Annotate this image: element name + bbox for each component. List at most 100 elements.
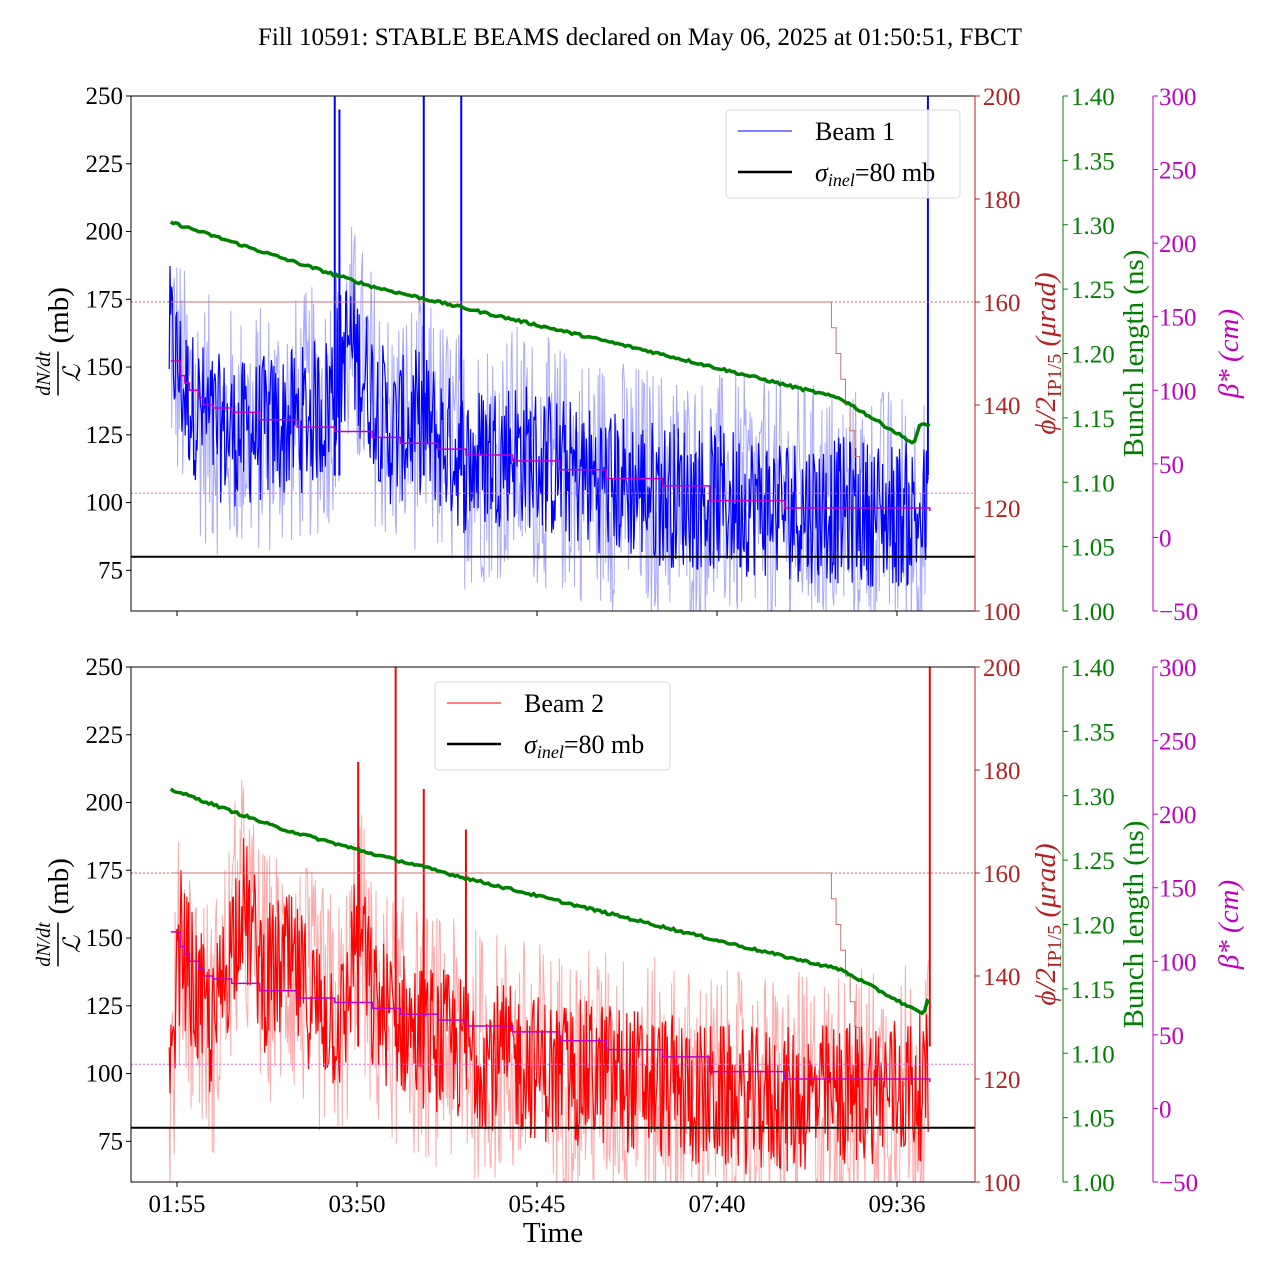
left-tick-label: 250: [86, 83, 124, 110]
left-tick-label: 225: [86, 722, 124, 749]
crossing-tick-label: 140: [983, 393, 1021, 420]
beam2-series: [168, 838, 929, 1175]
beta-tick-label: 50: [1159, 452, 1184, 479]
left-axis-label: dN/dt ℒ (mb): [33, 287, 86, 396]
x-tick-label: 07:40: [689, 1191, 746, 1218]
crossing-tick-label: 180: [983, 187, 1021, 214]
plot-area: [131, 96, 975, 611]
bunch-tick-label: 1.10: [1071, 1041, 1115, 1068]
x-tick-label: 01:55: [149, 1191, 206, 1218]
beta-tick-label: 200: [1159, 802, 1197, 829]
beta-tick-label: 0: [1159, 525, 1172, 552]
left-tick-label: 175: [86, 286, 124, 313]
beta-star-line: [170, 931, 931, 1082]
crossing-tick-label: 160: [983, 861, 1021, 888]
bunch-tick-label: 1.15: [1071, 406, 1115, 433]
left-axis-label-denominator: ℒ: [60, 364, 86, 382]
beta-tick-label: 200: [1159, 231, 1197, 258]
crossing-tick-label: 200: [983, 655, 1021, 682]
panel-beam1: 75 100 125 150 175 200 225 250 dN/dt ℒ (mb) 100 120 1…: [33, 83, 1245, 626]
legend-reference-label: σinel=80 mb: [815, 158, 935, 190]
left-tick-label: 150: [86, 354, 124, 381]
beta-star-line: [170, 360, 931, 511]
crossing-tick-label: 120: [983, 1067, 1021, 1094]
bunch-tick-label: 1.05: [1071, 535, 1115, 562]
beta-tick-label: 0: [1159, 1096, 1172, 1123]
left-tick-label: 75: [98, 557, 123, 584]
left-axis-label-numerator: dN/dt: [33, 922, 55, 967]
beta-tick-label: 100: [1159, 949, 1197, 976]
beta-tick-label: 50: [1159, 1023, 1184, 1050]
bunch-tick-label: 1.05: [1071, 1106, 1115, 1133]
bunch-tick-label: 1.20: [1071, 913, 1115, 940]
legend: Beam 2 σinel=80 mb: [434, 681, 671, 771]
bunch-tick-label: 1.10: [1071, 470, 1115, 497]
beta-tick-label: 250: [1159, 158, 1197, 185]
bunch-tick-label: 1.25: [1071, 848, 1115, 875]
bunch-tick-label: 1.40: [1071, 84, 1115, 111]
x-axis-label: Time: [523, 1217, 583, 1249]
beta-tick-label: 150: [1159, 876, 1197, 903]
left-axis-label-unit: (mb): [43, 287, 75, 343]
left-axis-label-numerator: dN/dt: [33, 351, 55, 396]
beam1-series-light: [168, 226, 929, 611]
left-tick-label: 125: [86, 422, 124, 449]
left-axis-label: dN/dt ℒ (mb): [33, 858, 86, 967]
bunch-tick-label: 1.25: [1071, 277, 1115, 304]
crossing-tick-label: 160: [983, 290, 1021, 317]
bunch-axis-label: Bunch length (ns): [1118, 821, 1150, 1029]
beta-tick-label: −50: [1159, 1170, 1198, 1197]
beta-tick-label: 300: [1159, 655, 1197, 682]
left-tick-label: 200: [86, 790, 124, 817]
crossing-tick-label: 100: [983, 599, 1021, 626]
beta-axis-label: β* (cm): [1213, 309, 1245, 399]
bunch-axis-label: Bunch length (ns): [1118, 250, 1150, 458]
bunch-tick-label: 1.15: [1071, 977, 1115, 1004]
panels: 75 100 125 150 175 200 225 250 dN/dt ℒ (mb) 100 120 1…: [33, 83, 1245, 1218]
bunch-tick-label: 1.30: [1071, 213, 1115, 240]
x-tick-label: 09:36: [869, 1191, 926, 1218]
beta-tick-label: −50: [1159, 599, 1198, 626]
left-tick-label: 150: [86, 925, 124, 952]
crossing-axis-label: ϕ/2IP1/5 (μrad): [1030, 843, 1066, 1005]
chart-title: Fill 10591: STABLE BEAMS declared on May…: [258, 24, 1022, 51]
bunch-tick-label: 1.20: [1071, 342, 1115, 369]
beam1-series: [168, 265, 929, 587]
crossing-angle-line: [170, 872, 930, 1080]
left-tick-label: 225: [86, 151, 124, 178]
legend-series-label: Beam 2: [524, 689, 604, 718]
crossing-tick-label: 200: [983, 84, 1021, 111]
bunch-tick-label: 1.35: [1071, 719, 1115, 746]
bunch-tick-label: 1.00: [1071, 599, 1115, 626]
left-axis-label-unit: (mb): [43, 858, 75, 914]
crossing-axis-label: ϕ/2IP1/5 (μrad): [1030, 272, 1066, 434]
x-tick-label: 05:45: [509, 1191, 566, 1218]
bunch-tick-label: 1.35: [1071, 148, 1115, 175]
crossing-tick-label: 100: [983, 1170, 1021, 1197]
legend-series-label: Beam 1: [815, 117, 895, 146]
beta-tick-label: 100: [1159, 378, 1197, 405]
plot-area: [131, 667, 975, 1182]
x-tick-label: 03:50: [329, 1191, 386, 1218]
legend-reference-label: σinel=80 mb: [524, 730, 644, 762]
beta-tick-label: 250: [1159, 729, 1197, 756]
beta-axis-label: β* (cm): [1213, 880, 1245, 970]
bunch-tick-label: 1.30: [1071, 784, 1115, 811]
left-tick-label: 100: [86, 1061, 124, 1088]
legend-box: [725, 109, 961, 199]
beta-tick-label: 150: [1159, 305, 1197, 332]
bunch-length-line: [169, 220, 931, 445]
crossing-tick-label: 140: [983, 964, 1021, 991]
crossing-tick-label: 120: [983, 496, 1021, 523]
left-axis-label-denominator: ℒ: [60, 935, 86, 953]
beam2-series-light: [168, 779, 929, 1182]
left-tick-label: 125: [86, 993, 124, 1020]
left-tick-label: 100: [86, 490, 124, 517]
left-tick-label: 75: [98, 1128, 123, 1155]
left-tick-label: 200: [86, 219, 124, 246]
panel-beam2: 75 100 125 150 175 200 225 250 dN/dt ℒ (mb) 100 120 1…: [33, 654, 1245, 1218]
crossing-tick-label: 180: [983, 758, 1021, 785]
bunch-tick-label: 1.00: [1071, 1170, 1115, 1197]
bunch-length-line: [169, 787, 931, 1016]
